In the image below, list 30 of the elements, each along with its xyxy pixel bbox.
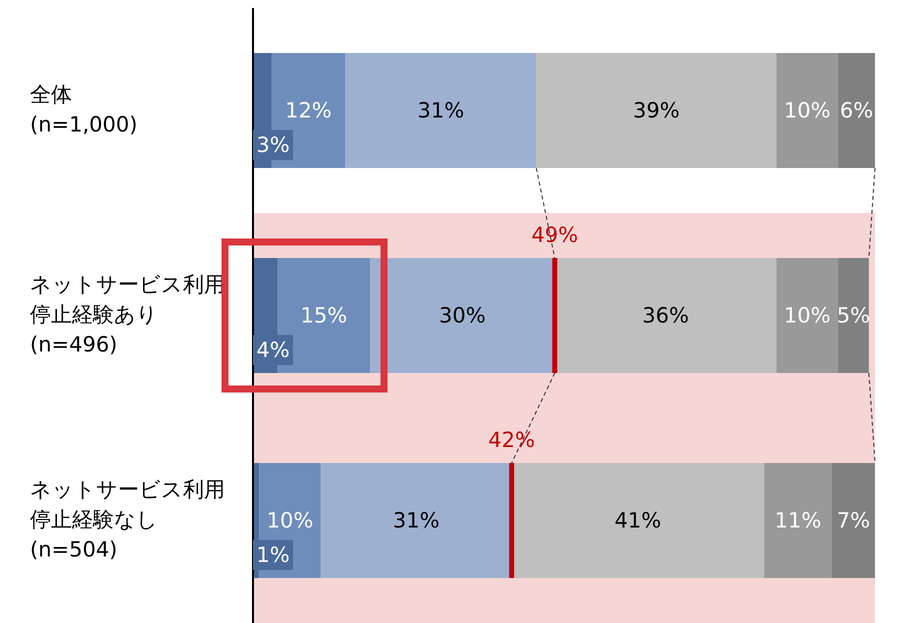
bar [345,53,536,168]
data-label: 31% [392,508,440,532]
data-label: 1% [256,543,290,567]
data-label: 3% [256,133,290,157]
data-label: 10% [784,304,831,328]
bar [776,53,838,168]
annotation: 49% [531,223,578,247]
data-label: 10% [784,98,831,122]
data-label: 39% [633,98,680,122]
data-label: 15% [300,304,348,328]
data-label: 41% [614,508,662,532]
bar [832,463,875,578]
bar [838,53,875,168]
data-label: 4% [256,338,290,362]
data-label: 11% [774,508,822,532]
data-label: 31% [417,98,464,122]
bar [536,53,776,168]
bar [764,463,832,578]
data-label: 7% [836,508,870,532]
data-label: 30% [439,304,486,328]
bar [838,258,869,373]
data-label: 6% [840,98,874,122]
data-label: 5% [836,304,870,328]
data-label: 10% [266,508,314,532]
bar [776,258,838,373]
data-label: 36% [642,304,689,328]
annotation: 42% [488,428,535,452]
data-label: 12% [285,98,332,122]
y-tick-label: 全体 (n=1,000) [30,82,138,136]
y-tick-label: ネットサービス利用停止経験なし (n=504) [30,477,225,562]
